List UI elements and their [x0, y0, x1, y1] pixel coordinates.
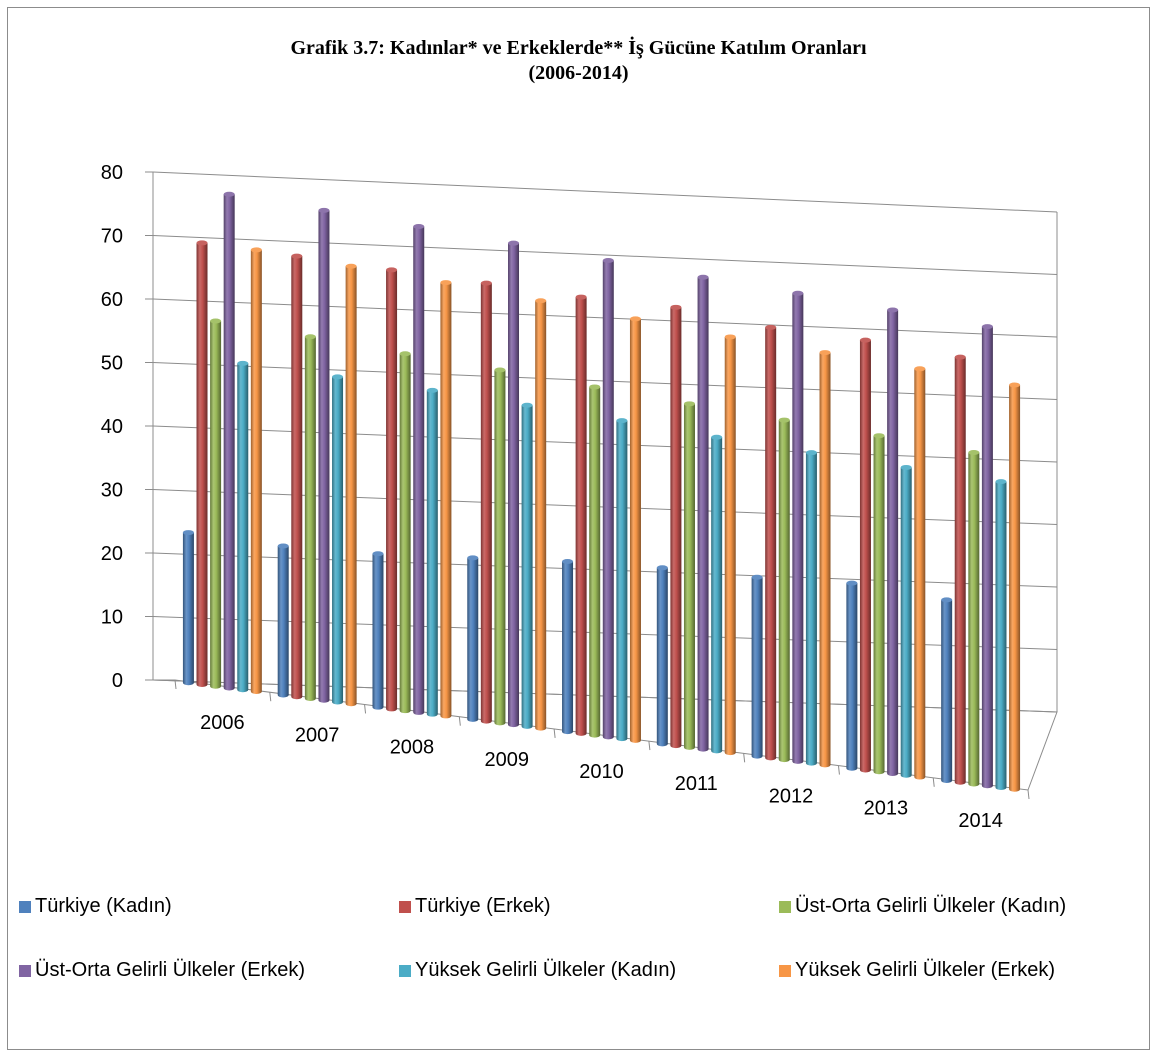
- gridline: [152, 171, 1058, 213]
- bar: [386, 267, 398, 712]
- bar: [616, 418, 628, 742]
- x-tick-mark: [553, 728, 556, 738]
- bar: [575, 294, 587, 736]
- x-tick-label: 2013: [864, 798, 909, 820]
- x-tick-mark: [174, 679, 177, 690]
- bar: [656, 565, 668, 747]
- x-tick-label: 2014: [958, 810, 1003, 832]
- bar: [196, 240, 208, 687]
- x-tick-label: 2007: [295, 724, 340, 746]
- bar: [399, 351, 411, 714]
- bar: [792, 290, 804, 764]
- x-tick-mark: [458, 716, 461, 726]
- x-tick-label: 2009: [484, 749, 529, 771]
- bar: [345, 263, 357, 707]
- bar: [711, 434, 723, 754]
- bar: [846, 580, 858, 771]
- chart-title-line-1: Grafik 3.7: Kadınlar* ve Erkeklerde** İş…: [290, 37, 867, 59]
- bar: [724, 334, 736, 756]
- bar: [332, 374, 344, 705]
- x-tick-label: 2006: [200, 712, 245, 734]
- x-tick-mark: [648, 741, 651, 751]
- bar: [900, 464, 912, 778]
- bar: [778, 417, 790, 763]
- bar: [819, 350, 831, 768]
- x-tick-label: 2011: [675, 773, 718, 795]
- bar: [413, 223, 425, 715]
- x-tick-mark: [932, 777, 935, 787]
- x-tick-mark: [743, 753, 746, 763]
- bar: [765, 324, 777, 761]
- bar: [914, 366, 926, 780]
- y-tick-label: 80: [101, 162, 123, 184]
- chart-title-line-2: (2006-2014): [528, 62, 629, 84]
- bar: [480, 280, 492, 724]
- bar: [602, 258, 614, 740]
- bar: [954, 354, 966, 785]
- bar: [291, 253, 303, 700]
- x-tick-mark: [1027, 789, 1030, 800]
- bar: [562, 559, 574, 735]
- bar: [995, 479, 1007, 791]
- x-tick-mark: [269, 692, 272, 702]
- bar: [941, 597, 953, 784]
- axes: [145, 171, 1058, 800]
- bar: [1009, 382, 1021, 792]
- bar: [670, 304, 682, 749]
- bar: [508, 240, 520, 728]
- bar: [981, 324, 993, 789]
- bar: [589, 384, 601, 738]
- y-tick-label: 30: [101, 480, 123, 502]
- bar: [304, 334, 316, 701]
- bar: [887, 307, 899, 777]
- bar: [426, 387, 438, 717]
- bar: [494, 367, 506, 726]
- bar: [697, 274, 709, 752]
- y-tick-label: 20: [101, 543, 123, 565]
- y-tick-label: 40: [101, 416, 123, 438]
- bar: [372, 551, 384, 710]
- bar: [805, 450, 817, 766]
- bar: [440, 280, 452, 719]
- gridline: [152, 235, 1058, 275]
- bar: [751, 574, 763, 759]
- chart-title: Grafik 3.7: Kadınlar* ve Erkeklerde** İş…: [8, 36, 1149, 86]
- x-tick-label: 2008: [390, 737, 435, 759]
- x-tick-label: 2012: [769, 785, 814, 807]
- bar: [535, 298, 547, 731]
- x-tick-mark: [837, 765, 840, 775]
- y-tick-label: 70: [101, 226, 123, 248]
- bar: [223, 191, 235, 691]
- y-tick-label: 0: [112, 670, 123, 692]
- bar: [318, 207, 330, 703]
- bar: [467, 555, 479, 722]
- bar: [629, 316, 641, 743]
- bar: [873, 433, 885, 775]
- bar: [210, 318, 222, 689]
- bar: [237, 360, 249, 693]
- bar: [277, 543, 289, 698]
- bar: [250, 247, 262, 694]
- bars: [182, 191, 1021, 792]
- x-tick-label: 2010: [579, 761, 624, 783]
- y-tick-label: 50: [101, 353, 123, 375]
- bar: [683, 401, 695, 750]
- bar: [182, 530, 194, 686]
- bar: [968, 449, 980, 787]
- bar: [859, 337, 871, 773]
- x-tick-mark: [364, 704, 367, 714]
- tick-labels: 0 10 20 30 40 50 60 70 80 2006 2007 2008 2009 2010 201…: [101, 162, 1003, 832]
- bar: [521, 402, 533, 729]
- y-tick-label: 10: [101, 607, 123, 629]
- y-tick-label: 60: [101, 289, 123, 311]
